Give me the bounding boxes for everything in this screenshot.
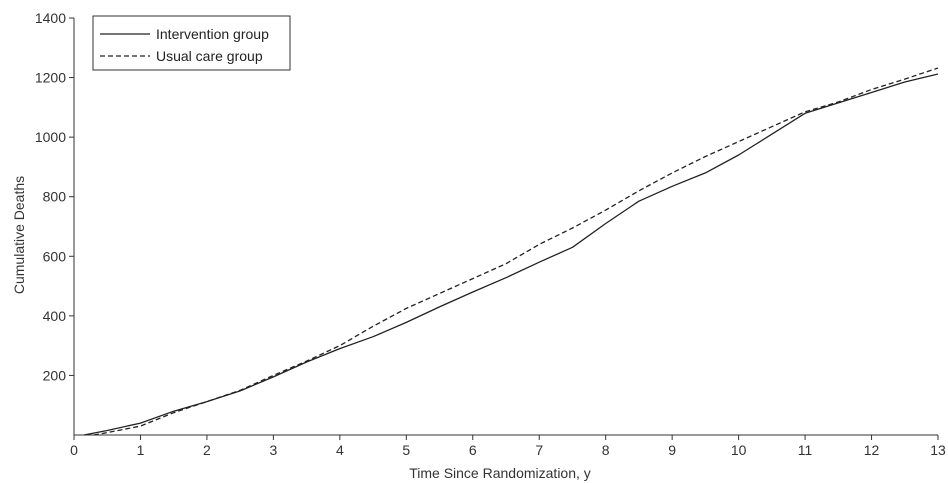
plot-area: 0 1 2 3 4 5 6 7 8 9 10 11 12 132004006008001000120014… [35,10,946,458]
x-tick-label: 7 [535,442,543,458]
x-tick-label: 5 [402,442,410,458]
x-tick-label: 3 [269,442,277,458]
y-tick-label: 800 [43,189,67,205]
x-tick-label: 6 [469,442,477,458]
y-tick-label: 600 [43,248,67,264]
x-axis-title: Time Since Randomization, y [409,465,591,481]
y-tick-label: 1000 [35,129,66,145]
x-tick-label: 1 [137,442,145,458]
legend-label-usual-care: Usual care group [156,48,263,64]
x-tick-label: 4 [336,442,344,458]
x-tick-label: 10 [731,442,747,458]
x-tick-label: 9 [668,442,676,458]
y-tick-label: 1200 [35,70,66,86]
legend-label-intervention: Intervention group [156,26,269,42]
legend: Intervention group Usual care group [92,15,291,71]
series-line-usual-care [93,67,939,436]
y-axis-title: Cumulative Deaths [11,176,27,294]
x-tick-label: 11 [798,442,813,458]
legend-box [92,15,291,71]
x-tick-label: 2 [203,442,211,458]
x-tick-label: 8 [602,442,610,458]
y-tick-label: 400 [43,308,67,324]
y-tick-label: 200 [43,367,67,383]
x-tick-label: 0 [70,442,78,458]
y-tick-label: 1400 [35,10,66,26]
x-tick-label: 13 [930,442,946,458]
series-line-intervention [83,73,939,436]
x-tick-label: 12 [864,442,880,458]
